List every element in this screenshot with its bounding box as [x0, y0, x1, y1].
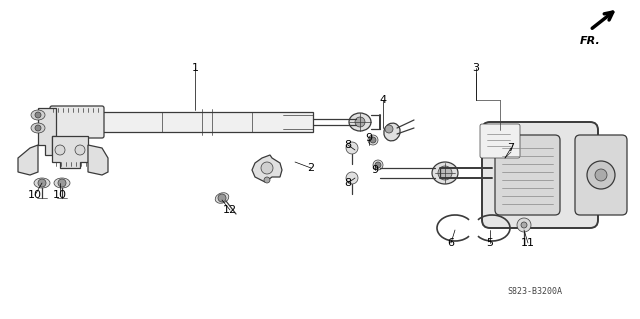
Text: 6: 6: [447, 238, 454, 248]
Text: 4: 4: [380, 95, 387, 105]
Circle shape: [218, 194, 226, 202]
Circle shape: [517, 218, 531, 232]
Text: 10: 10: [53, 190, 67, 200]
Circle shape: [385, 125, 393, 133]
Text: 8: 8: [344, 178, 351, 188]
Text: 2: 2: [307, 163, 315, 173]
Text: 3: 3: [472, 63, 479, 73]
Circle shape: [346, 172, 358, 184]
Circle shape: [346, 142, 358, 154]
Text: 7: 7: [508, 143, 515, 153]
FancyBboxPatch shape: [482, 122, 598, 228]
Text: FR.: FR.: [580, 36, 601, 46]
Circle shape: [438, 166, 452, 180]
Text: 1: 1: [191, 63, 198, 73]
Text: 11: 11: [521, 238, 535, 248]
Circle shape: [55, 145, 65, 155]
Circle shape: [595, 169, 607, 181]
Circle shape: [58, 179, 66, 187]
Polygon shape: [88, 145, 108, 175]
Text: 5: 5: [486, 238, 493, 248]
FancyBboxPatch shape: [575, 135, 627, 215]
Circle shape: [75, 145, 85, 155]
Ellipse shape: [34, 178, 50, 188]
Circle shape: [355, 117, 365, 127]
Circle shape: [261, 162, 273, 174]
Polygon shape: [52, 136, 88, 168]
Polygon shape: [252, 155, 282, 182]
Polygon shape: [38, 108, 56, 155]
Circle shape: [587, 161, 615, 189]
Circle shape: [370, 137, 376, 143]
FancyBboxPatch shape: [495, 135, 560, 215]
Text: 10: 10: [28, 190, 42, 200]
Text: 9: 9: [365, 133, 372, 143]
Text: 8: 8: [344, 140, 351, 150]
Circle shape: [521, 222, 527, 228]
Ellipse shape: [31, 123, 45, 133]
Circle shape: [38, 179, 46, 187]
Circle shape: [368, 135, 378, 145]
FancyBboxPatch shape: [50, 106, 104, 138]
FancyBboxPatch shape: [102, 112, 313, 132]
Text: 12: 12: [223, 205, 237, 215]
Ellipse shape: [54, 178, 70, 188]
Circle shape: [35, 112, 41, 118]
Circle shape: [375, 162, 381, 168]
Text: 9: 9: [371, 165, 379, 175]
Ellipse shape: [432, 162, 458, 184]
Ellipse shape: [31, 110, 45, 120]
Circle shape: [373, 160, 383, 170]
FancyBboxPatch shape: [480, 124, 520, 158]
Circle shape: [35, 125, 41, 131]
Polygon shape: [18, 145, 38, 175]
Circle shape: [264, 177, 270, 183]
Ellipse shape: [349, 113, 371, 131]
Ellipse shape: [215, 193, 228, 203]
Ellipse shape: [384, 123, 400, 141]
Text: S823-B3200A: S823-B3200A: [508, 287, 563, 296]
